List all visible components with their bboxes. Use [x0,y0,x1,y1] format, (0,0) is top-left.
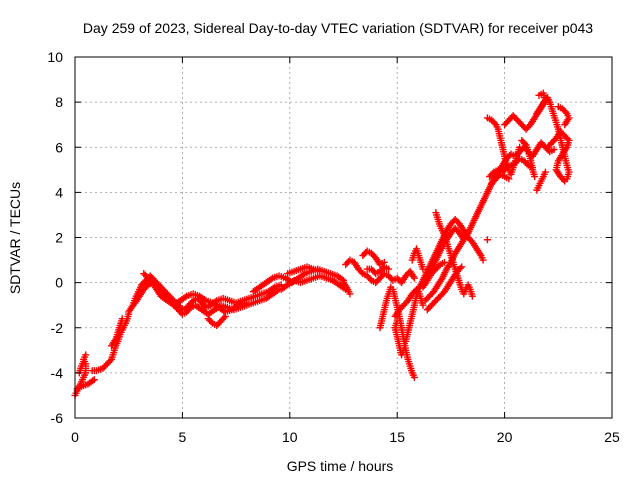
data-point [561,177,569,185]
data-point [118,315,126,323]
data-point [385,265,393,273]
data-point [181,293,189,301]
data-point [90,376,98,384]
data-point [188,298,196,306]
data-point [267,275,275,283]
data-point [143,282,151,290]
data-point [440,258,448,266]
data-point [357,268,365,276]
data-point [531,173,539,181]
x-tick-label: 10 [282,429,298,445]
x-axis-label: GPS time / hours [287,458,394,474]
data-point [491,119,499,127]
data-point [299,271,307,279]
data-point [501,165,509,173]
data-point [460,236,468,244]
y-tick-label: 8 [55,94,63,110]
data-point [521,139,529,147]
data-point [435,262,443,270]
y-tick-label: -6 [51,410,64,426]
data-point [346,290,354,298]
data-point [366,275,374,283]
data-point [221,312,229,320]
data-point [550,146,558,154]
data-point [456,264,464,272]
data-point [458,263,466,271]
data-point [483,236,491,244]
data-point [89,377,97,385]
y-tick-label: 2 [55,230,63,246]
x-tick-label: 25 [604,429,620,445]
data-point [419,301,427,309]
data-point [106,357,114,365]
data-point [82,351,90,359]
data-point [479,256,487,264]
data-points [71,89,573,399]
axis-ticks: 0 5 10 15 20 25 -6 -4 -2 0 2 4 6 8 10 [47,49,620,445]
data-point [410,373,418,381]
data-point [516,143,524,151]
data-point [561,108,569,116]
data-point [207,318,215,326]
data-point [400,346,408,354]
data-point [523,160,531,168]
y-tick-label: 0 [55,275,63,291]
data-point [316,267,324,275]
data-point [564,135,572,143]
y-tick-label: 10 [47,49,63,65]
y-axis-label: SDTVAR / TECUs [7,182,23,294]
data-point [561,121,569,129]
data-point [186,305,194,313]
data-point [273,287,281,295]
chart-title: Day 259 of 2023, Sidereal Day-to-day VTE… [83,20,593,36]
data-point [559,176,567,184]
data-point [200,296,208,304]
grid-lines [75,57,612,418]
data-point [505,175,513,183]
y-tick-label: 4 [55,184,63,200]
data-point [488,170,496,178]
data-point [468,292,476,300]
data-point [410,274,418,282]
x-tick-label: 0 [71,429,79,445]
data-point [541,168,549,176]
data-point [80,358,88,366]
data-point [338,275,346,283]
data-point [241,299,249,307]
x-tick-label: 15 [389,429,405,445]
data-point [233,302,241,310]
y-tick-label: -2 [51,320,64,336]
data-point [533,109,541,117]
y-tick-label: 6 [55,139,63,155]
x-tick-label: 20 [497,429,513,445]
x-tick-label: 5 [179,429,187,445]
y-tick-label: -4 [51,365,64,381]
data-point [220,314,228,322]
